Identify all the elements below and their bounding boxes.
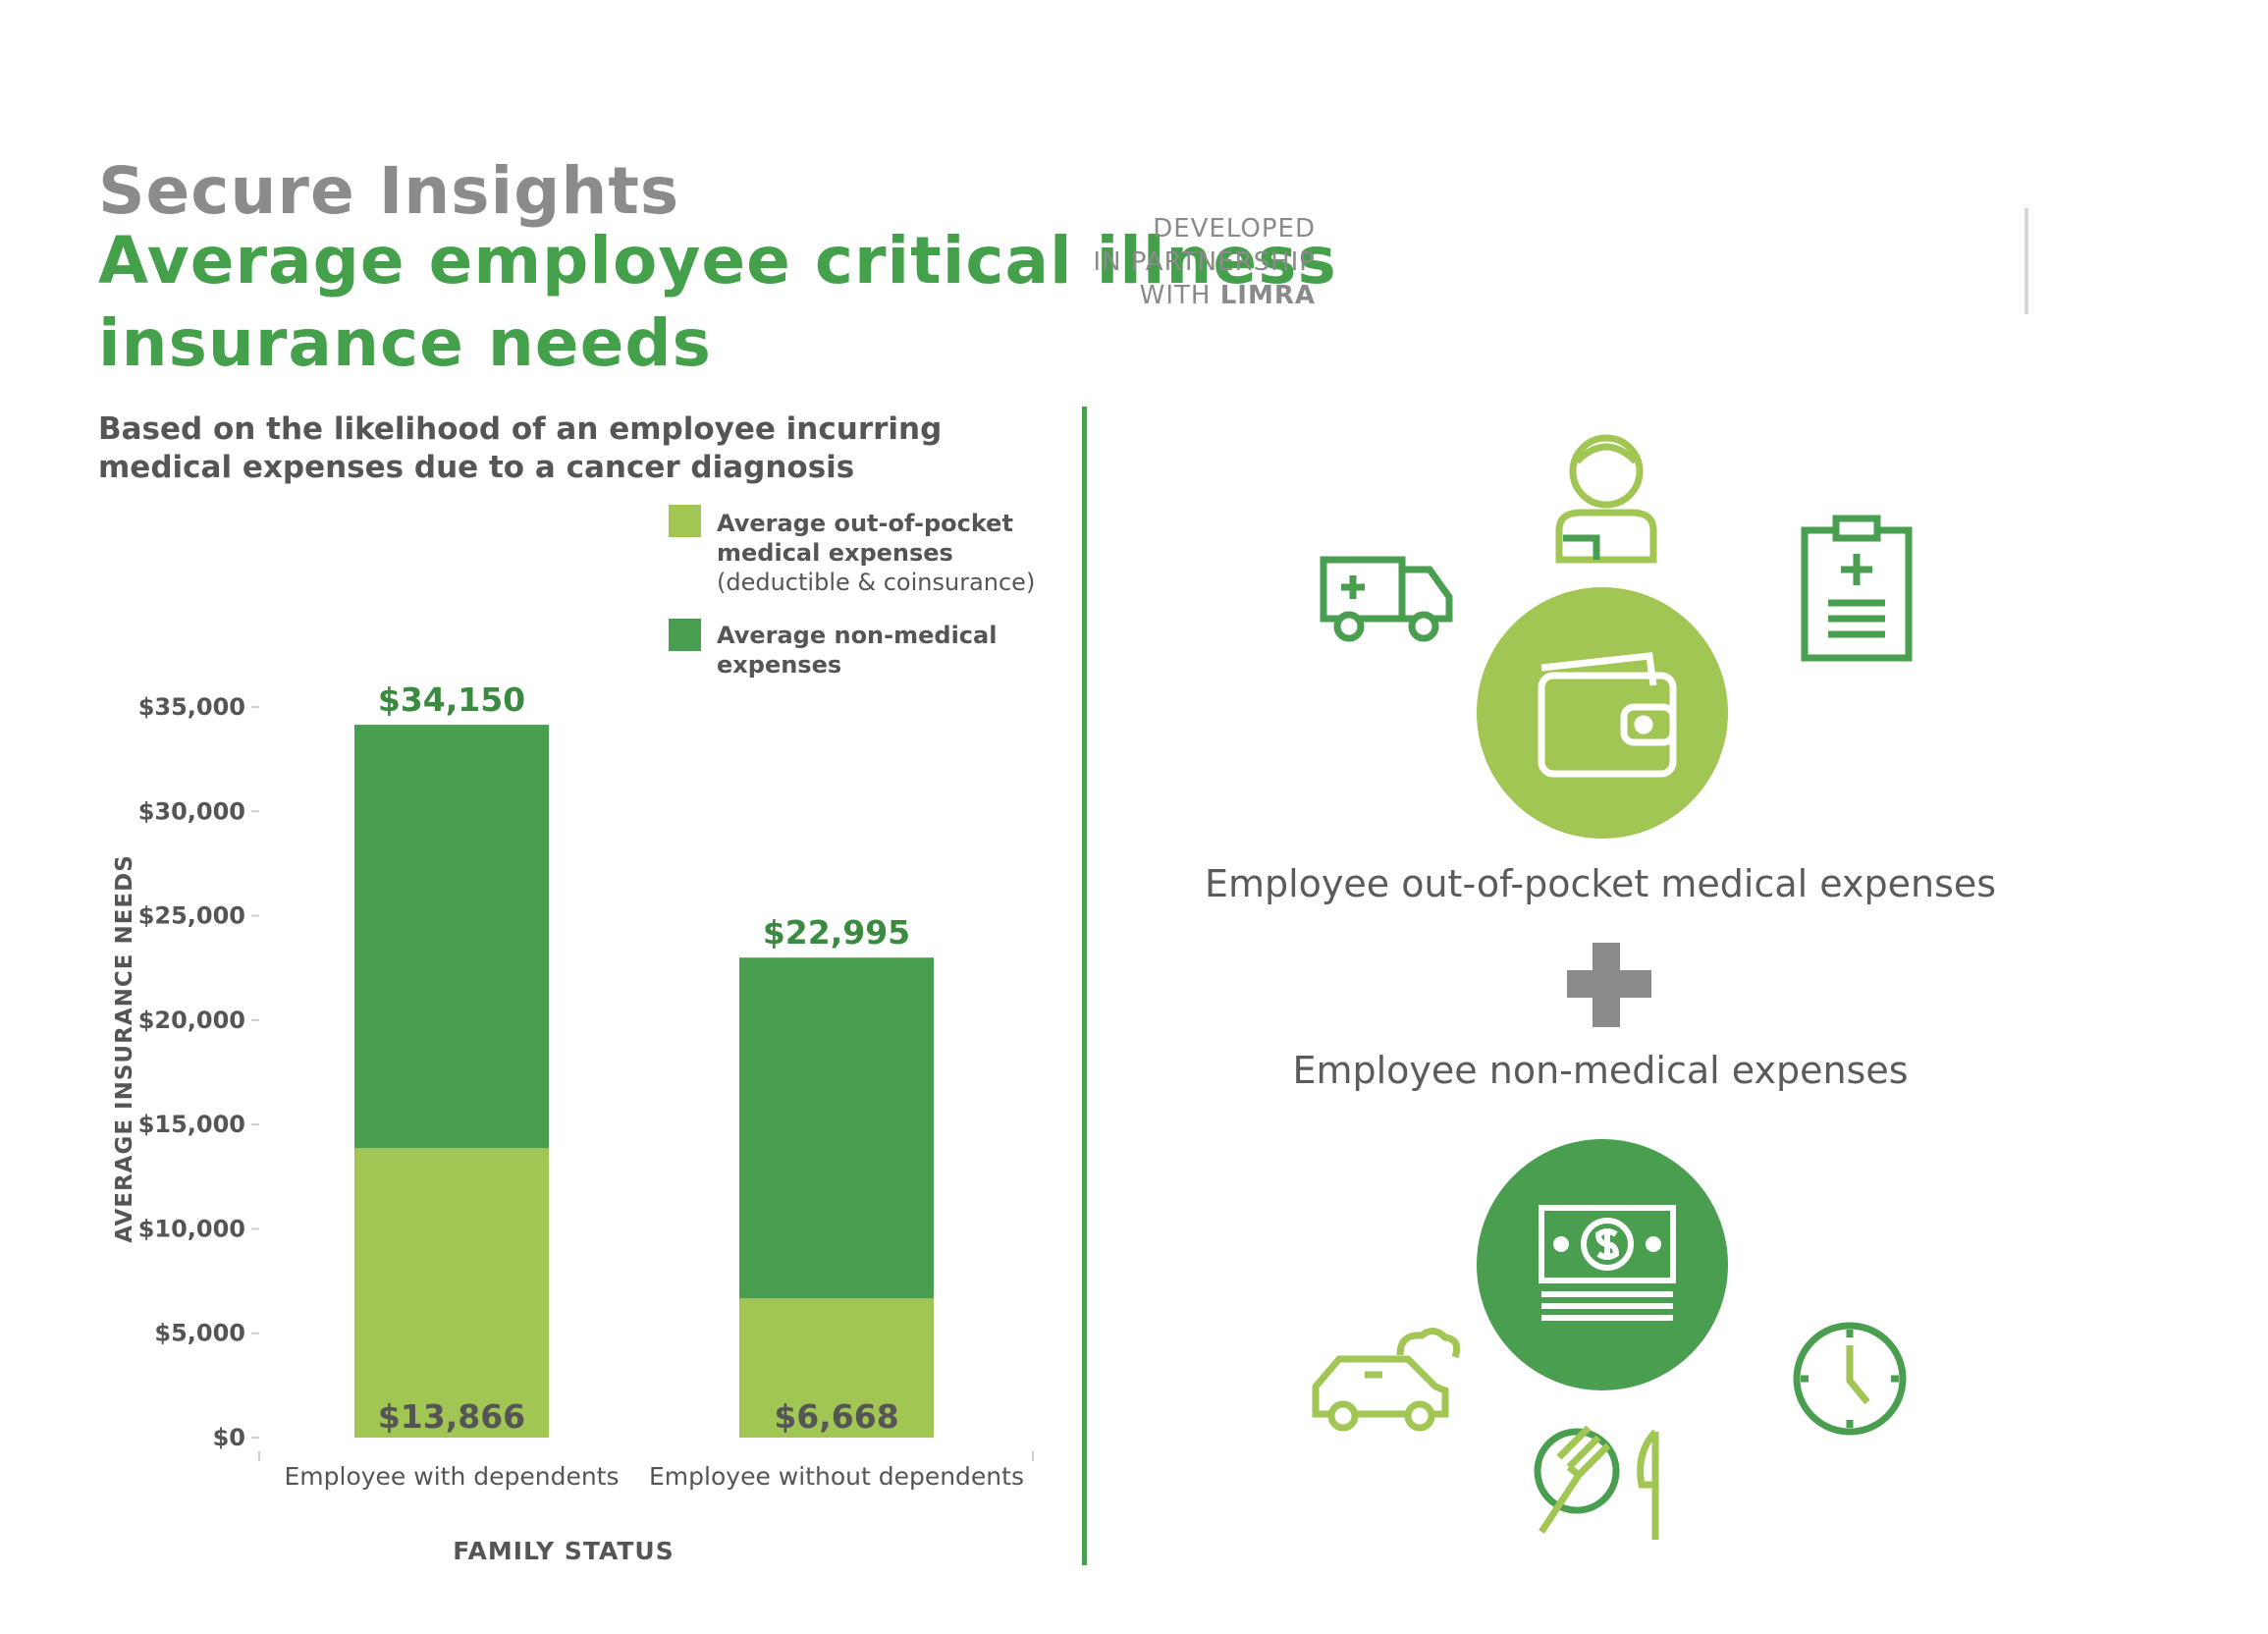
- clipboard-icon: [1801, 515, 1913, 662]
- legend-entry-medical: Average out-of-pocket medical expenses (…: [717, 509, 1041, 597]
- partner-divider: [2025, 208, 2028, 314]
- bar-base-label: $13,866: [378, 1397, 525, 1436]
- y-tick-label: $35,000: [138, 693, 245, 721]
- y-tick-label: $0: [213, 1424, 245, 1451]
- y-tick-label: $25,000: [138, 902, 245, 930]
- wallet-icon: [1538, 652, 1677, 778]
- legend-swatch-medical: [669, 505, 701, 537]
- brand-title: Secure Insights: [98, 153, 680, 229]
- x-axis-title: FAMILY STATUS: [453, 1537, 674, 1565]
- partner-line-3: WITH LIMRA: [1093, 279, 1316, 312]
- dining-icon: [1534, 1425, 1659, 1540]
- x-tick-label: Employee with dependents: [284, 1462, 619, 1491]
- bar-base-label: $6,668: [774, 1397, 898, 1436]
- legend-entry-nonmedical: Average non-medical expenses: [717, 621, 1011, 680]
- expense-illustration: [1312, 434, 1913, 1540]
- y-axis: $0 $5,000 $10,000 $15,000 $20,000 $25,000 $30,…: [138, 693, 1034, 1461]
- bar-nonmedical-segment: [354, 725, 549, 1149]
- page-title: Average employee critical illness insura…: [98, 223, 1337, 381]
- car-icon: [1312, 1328, 1461, 1432]
- money-icon: [1539, 1205, 1676, 1321]
- bar-medical-segment: [354, 1148, 549, 1438]
- y-tick-label: $5,000: [154, 1320, 245, 1347]
- bar-chart: $0 $5,000 $10,000 $15,000 $20,000 $25,000 $30,…: [112, 681, 1034, 1565]
- ambulance-icon: [1320, 556, 1453, 642]
- legend-swatch-nonmedical: [669, 619, 701, 651]
- bar-total-label: $34,150: [378, 681, 525, 719]
- caption-medical: Employee out-of-pocket medical expenses: [1204, 862, 1997, 905]
- partner-brand: LIMRA: [1219, 281, 1316, 310]
- legend-label-medical: Average out-of-pocket medical expenses: [717, 510, 1013, 567]
- x-tick-label: Employee without dependents: [649, 1462, 1024, 1491]
- clock-icon: [1793, 1322, 1907, 1436]
- panel-divider: [1082, 407, 1087, 1565]
- y-axis-title: AVERAGE INSURANCE NEEDS: [112, 854, 137, 1243]
- bar-medical-segment: [739, 1298, 934, 1438]
- plus-icon: [1567, 943, 1651, 1027]
- partner-with: WITH: [1139, 281, 1212, 310]
- chart-subtitle: Based on the likelihood of an employee i…: [98, 411, 943, 485]
- y-tick-label: $30,000: [138, 797, 245, 825]
- legend-label-nonmedical: Average non-medical expenses: [717, 622, 998, 679]
- bar-nonmedical-segment: [739, 957, 934, 1299]
- legend-note-medical: (deductible & coinsurance): [717, 569, 1036, 596]
- partner-credit: DEVELOPED IN PARTNERSHIP WITH LIMRA: [1093, 212, 1316, 312]
- data-labels: $34,150 $13,866 Employee with dependents $2…: [284, 681, 1023, 1491]
- bar-series: [354, 725, 934, 1438]
- y-tick-label: $10,000: [138, 1215, 245, 1242]
- partner-line-1: DEVELOPED: [1153, 214, 1316, 244]
- partner-line-2: IN PARTNERSHIP: [1093, 247, 1316, 277]
- y-tick-label: $15,000: [138, 1111, 245, 1138]
- caption-nonmedical: Employee non-medical expenses: [1292, 1049, 1909, 1092]
- patient-icon: [1555, 434, 1657, 564]
- wallet-badge: [1477, 587, 1728, 839]
- bar-total-label: $22,995: [763, 913, 910, 952]
- y-tick-label: $20,000: [138, 1007, 245, 1034]
